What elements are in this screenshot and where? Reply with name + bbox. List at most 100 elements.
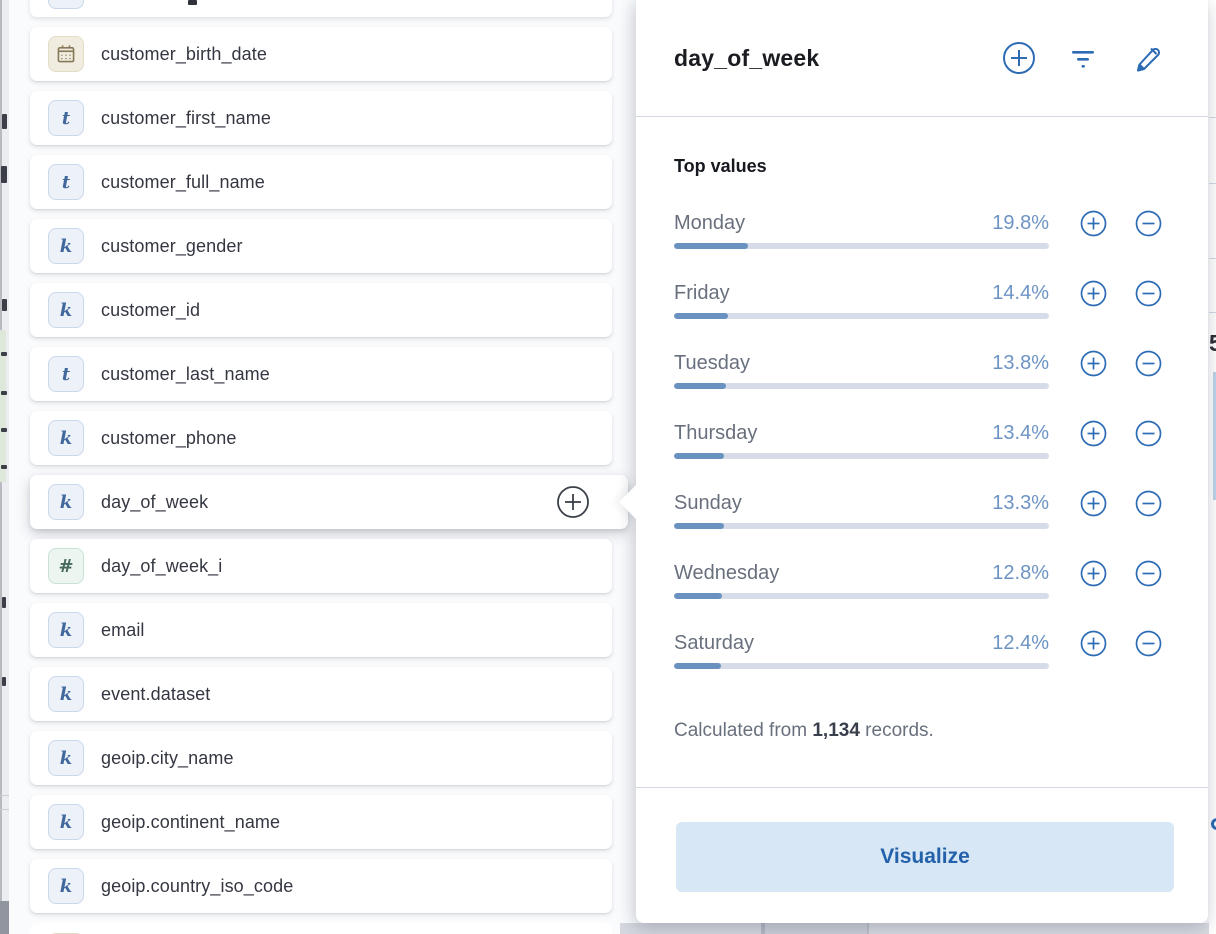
value-percent: 13.3% <box>992 491 1049 514</box>
filter-out-value-button[interactable] <box>1134 279 1162 307</box>
text-field-icon: t <box>48 164 84 200</box>
filter-out-value-button[interactable] <box>1134 489 1162 517</box>
clipped-number-fragment: 5 <box>1209 330 1216 356</box>
value-bar <box>674 663 1049 669</box>
top-value-row: Monday 19.8% <box>674 208 1161 278</box>
field-item-partial-top[interactable] <box>30 0 612 17</box>
field-name: customer_phone <box>101 427 237 448</box>
field-name: geoip.city_name <box>101 747 234 768</box>
field-item-geoip-continent_name[interactable]: k geoip.continent_name <box>30 795 612 849</box>
clipped-text-fragment <box>188 0 197 5</box>
value-percent: 14.4% <box>992 281 1049 304</box>
keyword-field-icon: k <box>48 868 84 904</box>
value-label: Thursday <box>674 421 758 444</box>
field-name: customer_last_name <box>101 363 270 384</box>
field-item-customer_last_name[interactable]: t customer_last_name <box>30 347 612 401</box>
background-bottom-block <box>0 901 9 934</box>
field-name: customer_full_name <box>101 171 265 192</box>
field-item-geoip-city_name[interactable]: k geoip.city_name <box>30 731 612 785</box>
add-field-button[interactable] <box>556 485 590 519</box>
calculated-from-note: Calculated from 1,134 records. <box>674 720 934 741</box>
field-item-day_of_week[interactable]: k day_of_week <box>30 475 628 529</box>
field-item-customer_id[interactable]: k customer_id <box>30 283 612 337</box>
popover-header: day_of_week <box>636 0 1208 117</box>
value-percent: 12.4% <box>992 631 1049 654</box>
value-percent: 19.8% <box>992 211 1049 234</box>
value-bar <box>674 453 1049 459</box>
filter-for-value-button[interactable] <box>1079 209 1107 237</box>
top-values-list: Monday 19.8% Friday 14.4% <box>674 208 1174 698</box>
field-item-customer_birth_date[interactable]: customer_birth_date <box>30 27 612 81</box>
filter-for-value-button[interactable] <box>1079 279 1107 307</box>
field-name: day_of_week <box>101 491 209 512</box>
value-label: Tuesday <box>674 351 750 374</box>
top-values-heading: Top values <box>674 156 767 176</box>
keyword-field-icon: k <box>48 484 84 520</box>
field-item-partial-bottom[interactable] <box>30 923 612 934</box>
filter-for-value-button[interactable] <box>1079 419 1107 447</box>
top-value-row: Thursday 13.4% <box>674 418 1161 488</box>
top-value-row: Wednesday 12.8% <box>674 558 1161 628</box>
value-bar <box>674 313 1049 319</box>
keyword-field-icon: k <box>48 676 84 712</box>
filter-for-value-button[interactable] <box>1079 489 1107 517</box>
value-bar <box>674 243 1049 249</box>
field-name: event.dataset <box>101 683 211 704</box>
background-blue-bar <box>1213 372 1216 500</box>
keyword-field-icon <box>48 0 84 9</box>
filter-for-value-button[interactable] <box>1079 349 1107 377</box>
keyword-field-icon: k <box>48 228 84 264</box>
keyword-field-icon: k <box>48 612 84 648</box>
popover-title: day_of_week <box>674 44 820 71</box>
keyword-field-icon: k <box>48 740 84 776</box>
value-percent: 13.8% <box>992 351 1049 374</box>
field-item-email[interactable]: k email <box>30 603 612 657</box>
value-label: Wednesday <box>674 561 780 584</box>
value-percent: 13.4% <box>992 421 1049 444</box>
pencil-icon[interactable] <box>1130 41 1164 75</box>
field-item-customer_gender[interactable]: k customer_gender <box>30 219 612 273</box>
value-label: Monday <box>674 211 746 234</box>
keyword-field-icon: k <box>48 292 84 328</box>
filter-out-value-button[interactable] <box>1134 419 1162 447</box>
visualize-button[interactable]: Visualize <box>676 822 1174 892</box>
field-name: geoip.country_iso_code <box>101 875 294 896</box>
value-bar <box>674 523 1049 529</box>
filter-out-value-button[interactable] <box>1134 209 1162 237</box>
keyword-field-icon: k <box>48 420 84 456</box>
field-popover: day_of_week <box>619 0 1208 923</box>
value-label: Saturday <box>674 631 755 654</box>
field-name: email <box>101 619 145 640</box>
top-value-row: Tuesday 13.8% <box>674 348 1161 418</box>
value-bar <box>674 383 1049 389</box>
top-value-row: Saturday 12.4% <box>674 628 1161 698</box>
divider <box>636 787 1208 788</box>
field-item-customer_full_name[interactable]: t customer_full_name <box>30 155 612 209</box>
value-label: Friday <box>674 281 730 304</box>
top-value-row: Friday 14.4% <box>674 278 1161 348</box>
filter-icon[interactable] <box>1066 41 1100 75</box>
background-green-band <box>0 330 6 482</box>
filter-for-value-button[interactable] <box>1079 559 1107 587</box>
keyword-field-icon: k <box>48 804 84 840</box>
field-item-customer_first_name[interactable]: t customer_first_name <box>30 91 612 145</box>
text-field-icon: t <box>48 356 84 392</box>
field-item-event-dataset[interactable]: k event.dataset <box>30 667 612 721</box>
value-percent: 12.8% <box>992 561 1049 584</box>
value-bar <box>674 593 1049 599</box>
filter-for-value-button[interactable] <box>1079 629 1107 657</box>
plus-circle-icon[interactable] <box>1002 41 1036 75</box>
field-item-geoip-country_iso_code[interactable]: k geoip.country_iso_code <box>30 859 612 913</box>
field-name: geoip.continent_name <box>101 811 281 832</box>
field-name: customer_first_name <box>101 107 271 128</box>
record-count: 1,134 <box>812 720 860 741</box>
field-name: customer_birth_date <box>101 43 267 64</box>
field-name: day_of_week_i <box>101 555 223 576</box>
field-item-customer_phone[interactable]: k customer_phone <box>30 411 612 465</box>
filter-out-value-button[interactable] <box>1134 349 1162 377</box>
filter-out-value-button[interactable] <box>1134 629 1162 657</box>
filter-out-value-button[interactable] <box>1134 559 1162 587</box>
background-left-edge <box>0 0 9 934</box>
field-item-day_of_week_i[interactable]: # day_of_week_i <box>30 539 612 593</box>
